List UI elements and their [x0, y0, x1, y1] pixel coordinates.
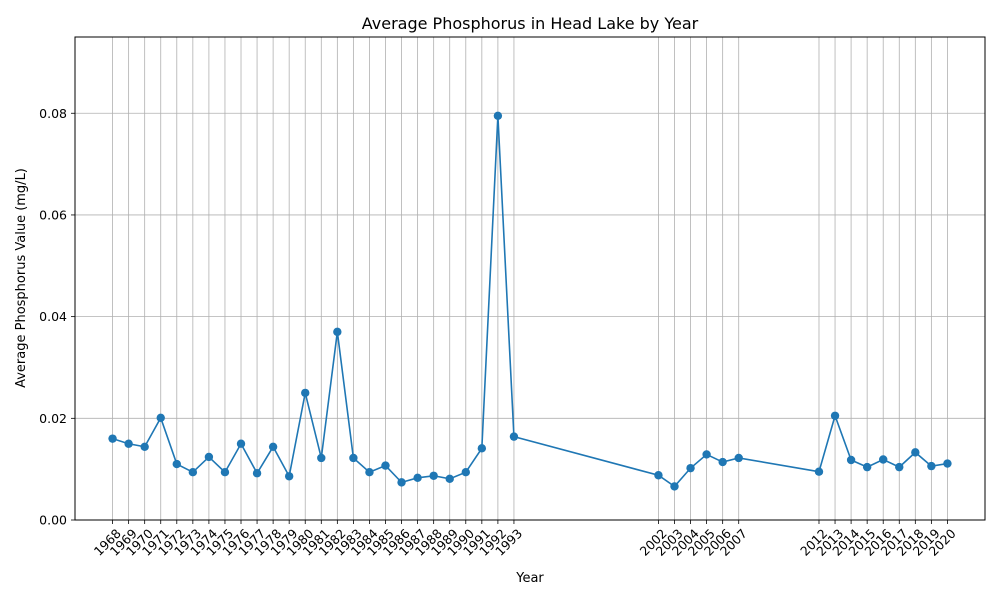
axis-ticks: 1968196919701971197219731974197519761977… — [39, 106, 959, 559]
y-tick-label: 0.02 — [39, 411, 67, 426]
data-point — [349, 453, 358, 463]
data-point — [172, 459, 181, 469]
data-point — [124, 439, 133, 448]
data-point — [830, 411, 840, 420]
data-point — [846, 455, 856, 465]
data-point — [220, 468, 230, 477]
data-point — [252, 469, 262, 478]
data-point — [301, 388, 310, 398]
data-point — [381, 461, 390, 470]
data-point — [236, 439, 246, 448]
data-point — [397, 478, 406, 487]
data-point — [317, 453, 326, 463]
data-point — [734, 453, 743, 463]
data-point — [413, 473, 422, 483]
data-point — [140, 442, 149, 451]
data-point — [814, 467, 824, 476]
y-axis-label: Average Phosphorus Value (mg/L) — [14, 168, 29, 388]
data-point — [204, 452, 214, 462]
y-tick-label: 0.00 — [39, 513, 67, 528]
data-point — [686, 463, 695, 473]
data-point — [879, 455, 888, 464]
data-point — [654, 471, 663, 480]
y-tick-label: 0.04 — [39, 309, 67, 324]
data-point — [718, 457, 727, 467]
data-point — [333, 327, 342, 337]
chart-title: Average Phosphorus in Head Lake by Year — [362, 14, 699, 33]
data-point — [702, 450, 711, 459]
data-point — [461, 468, 470, 477]
data-point — [927, 461, 936, 471]
data-point — [284, 472, 294, 481]
data-point — [477, 444, 487, 453]
x-axis-label: Year — [515, 571, 544, 586]
y-tick-label: 0.06 — [39, 207, 67, 222]
data-point — [188, 468, 198, 477]
data-point — [156, 413, 165, 423]
data-point — [943, 459, 952, 468]
data-point — [895, 462, 904, 472]
data-point — [268, 442, 278, 451]
data-point — [911, 448, 920, 457]
data-point — [445, 474, 454, 484]
data-point — [108, 434, 117, 443]
data-point — [493, 111, 503, 121]
data-point — [670, 482, 679, 491]
data-point — [429, 471, 438, 480]
data-point — [862, 462, 872, 472]
series — [108, 111, 952, 491]
plot-frame — [74, 36, 986, 521]
data-point — [365, 468, 374, 477]
data-point — [509, 432, 519, 441]
grid — [75, 37, 985, 521]
y-tick-label: 0.08 — [39, 106, 67, 121]
